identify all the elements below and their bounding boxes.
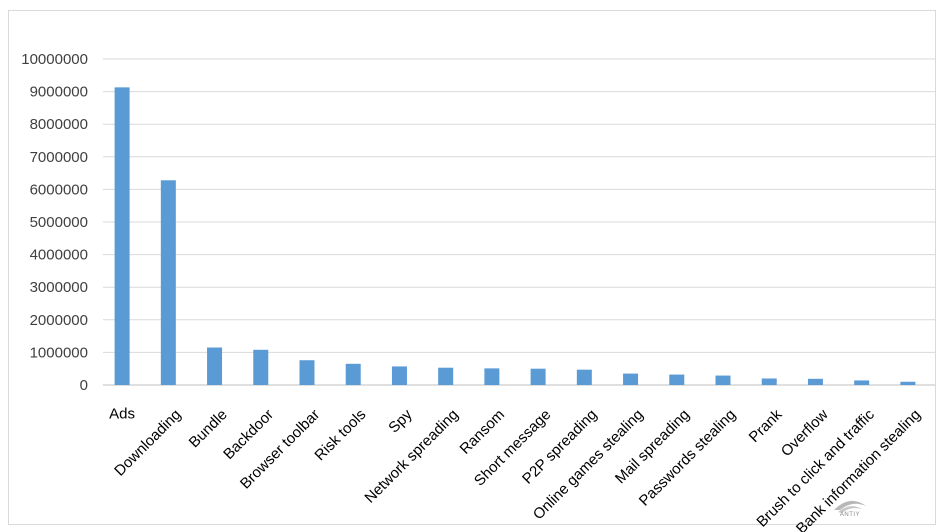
- bar: [207, 347, 223, 385]
- x-tick-label: Browser toolbar: [237, 406, 323, 492]
- bar: [669, 374, 685, 385]
- watermark-logo: [834, 500, 866, 513]
- y-tick-label: 9000000: [30, 84, 88, 101]
- y-tick-label: 10000000: [21, 51, 88, 68]
- bar: [530, 368, 546, 385]
- bar: [391, 366, 407, 385]
- bar: [345, 363, 361, 385]
- y-tick-label: 8000000: [30, 116, 88, 133]
- x-tick-label: Bundle: [186, 406, 231, 451]
- bar: [900, 381, 916, 385]
- bar: [114, 87, 130, 385]
- bar: [160, 180, 176, 385]
- x-tick-label: Ads: [109, 405, 135, 422]
- y-tick-label: 3000000: [30, 279, 88, 296]
- y-tick-label: 2000000: [30, 312, 88, 329]
- y-tick-label: 1000000: [30, 344, 88, 361]
- x-tick-label: Spy: [385, 406, 416, 437]
- bars: [114, 87, 916, 385]
- bar: [484, 368, 500, 385]
- bar: [623, 373, 639, 385]
- bar: [253, 349, 269, 385]
- gridlines: [103, 58, 935, 386]
- y-axis-ticks: 0 1000000 2000000 3000000 4000000 5000000 6000…: [21, 51, 88, 394]
- x-tick-label: Prank: [746, 406, 786, 446]
- y-tick-label: 7000000: [30, 149, 88, 166]
- bar: [715, 375, 731, 385]
- bar: [761, 378, 777, 385]
- y-tick-label: 4000000: [30, 247, 88, 264]
- y-tick-label: 0: [80, 377, 88, 394]
- bar: [576, 369, 592, 385]
- y-tick-label: 6000000: [30, 181, 88, 198]
- y-tick-label: 5000000: [30, 214, 88, 231]
- bar: [438, 367, 454, 385]
- bar: [807, 378, 823, 385]
- watermark-text: ANTIY: [839, 512, 861, 518]
- bar: [854, 380, 870, 385]
- x-tick-label: Risk tools: [311, 406, 369, 464]
- bar: [299, 360, 315, 385]
